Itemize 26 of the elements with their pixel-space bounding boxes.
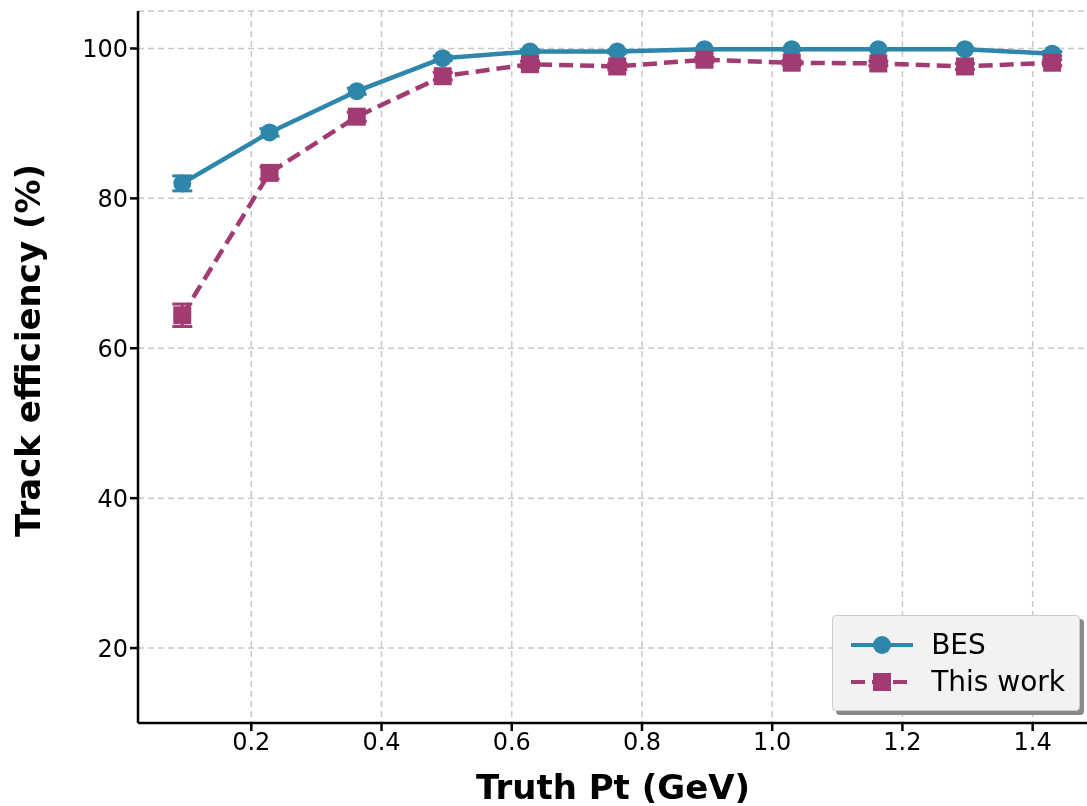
x-axis-title: Truth Pt (GeV) <box>475 767 751 806</box>
legend-label: This work <box>931 665 1065 698</box>
point <box>520 55 539 74</box>
y-tick-label: 20 <box>97 634 128 663</box>
point <box>608 57 627 76</box>
point <box>955 57 974 76</box>
x-tick-label: 0.2 <box>232 728 271 757</box>
point <box>433 49 452 68</box>
point <box>782 53 801 72</box>
point <box>869 54 888 73</box>
x-tick-label: 1.2 <box>883 728 922 757</box>
y-tick-label: 100 <box>82 34 128 63</box>
y-tick-label: 40 <box>97 484 128 513</box>
point <box>695 50 714 69</box>
y-tick-label: 80 <box>97 184 128 213</box>
y-tick-label: 60 <box>97 334 128 363</box>
point <box>347 82 366 101</box>
x-tick-label: 1.0 <box>753 728 792 757</box>
y-axis-title: Track efficiency (%) <box>8 163 49 537</box>
x-tick-label: 0.8 <box>622 728 662 757</box>
legend-label: BES <box>931 628 986 661</box>
x-tick-label: 1.4 <box>1013 728 1052 757</box>
point <box>955 40 974 59</box>
x-tick-label: 0.4 <box>362 728 401 757</box>
point <box>1043 53 1062 72</box>
x-tick-label: 0.6 <box>492 728 531 757</box>
